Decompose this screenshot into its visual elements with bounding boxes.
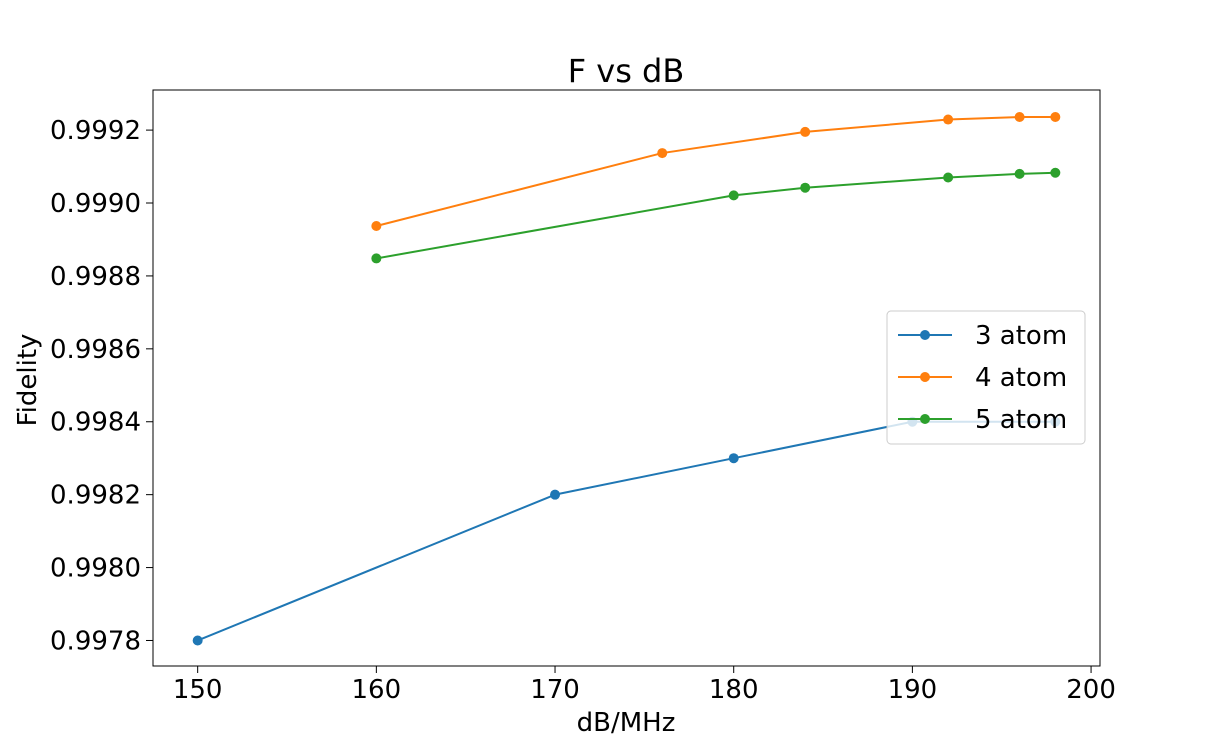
y-tick-label-0: 0.9978 — [50, 626, 141, 656]
series-1-point-2 — [800, 126, 811, 137]
x-tick-label-4: 190 — [888, 675, 938, 705]
series-1-point-5 — [1050, 111, 1061, 122]
y-tick-label-5: 0.9988 — [50, 262, 141, 292]
y-tick-label-6: 0.9990 — [50, 189, 141, 219]
series-1-point-3 — [943, 114, 954, 125]
series-0-point-0 — [192, 635, 203, 646]
x-tick-label-1: 160 — [352, 675, 402, 705]
chart-title: F vs dB — [568, 52, 685, 90]
legend-marker-0 — [920, 330, 930, 340]
series-2-point-2 — [800, 182, 811, 193]
series-1-point-1 — [657, 148, 668, 159]
series-line-2 — [375, 171, 1057, 260]
series-2-point-5 — [1050, 167, 1061, 178]
y-tick-label-4: 0.9986 — [50, 335, 141, 365]
series-2-point-1 — [728, 190, 739, 201]
y-axis-ticks: 0.9978 0.9980 0.9982 0.9984 0.9986 0.9988 0.99… — [50, 116, 153, 656]
legend-box — [886, 310, 1086, 445]
legend-label-0: 3 atom — [975, 321, 1067, 351]
series-2-point-3 — [943, 172, 954, 183]
series-2-point-4 — [1014, 168, 1025, 179]
y-tick-label-3: 0.9984 — [50, 408, 141, 438]
x-tick-label-2: 170 — [530, 675, 580, 705]
legend-label-1: 4 atom — [975, 363, 1067, 393]
y-tick-label-1: 0.9980 — [50, 554, 141, 584]
legend-marker-1 — [920, 372, 930, 382]
y-axis-label: Fidelity — [13, 334, 43, 427]
series-0-point-2 — [728, 453, 739, 464]
series-line-1 — [375, 115, 1057, 228]
legend-label-2: 5 atom — [975, 405, 1067, 435]
y-tick-label-2: 0.9982 — [50, 481, 141, 511]
legend: 3 atom 4 atom 5 atom — [886, 310, 1086, 445]
x-tick-label-5: 200 — [1066, 675, 1116, 705]
series-2-point-0 — [371, 253, 382, 264]
x-tick-label-0: 150 — [173, 675, 223, 705]
x-axis-label: dB/MHz — [577, 708, 676, 738]
x-axis-ticks: 150 160 170 180 190 200 — [173, 666, 1116, 705]
plot-frame — [152, 89, 1101, 667]
x-tick-label-3: 180 — [709, 675, 759, 705]
series-1-point-4 — [1014, 111, 1025, 122]
y-tick-label-7: 0.9992 — [50, 116, 141, 146]
series-1-point-0 — [371, 220, 382, 231]
series-0-point-1 — [550, 489, 561, 500]
legend-marker-2 — [920, 414, 930, 424]
